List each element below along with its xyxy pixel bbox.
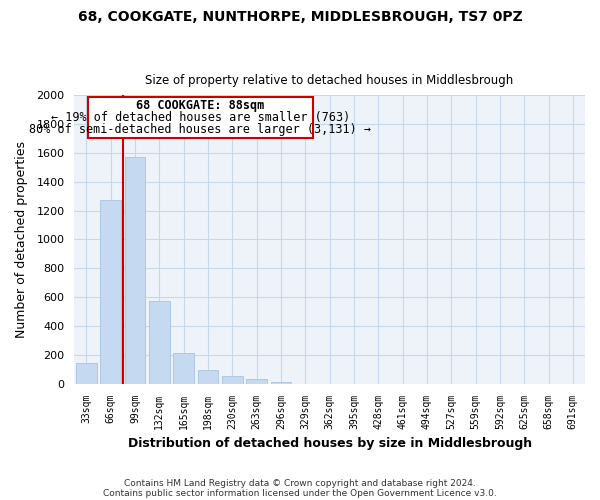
Bar (149, 300, 170, 384)
X-axis label: Distribution of detached houses by size in Middlesbrough: Distribution of detached houses by size … (128, 437, 532, 450)
Text: Contains HM Land Registry data © Crown copyright and database right 2024.: Contains HM Land Registry data © Crown c… (124, 478, 476, 488)
Text: ← 19% of detached houses are smaller (763): ← 19% of detached houses are smaller (76… (51, 111, 350, 124)
Bar (271, 382, 291, 384)
Bar (100, 200, 121, 384)
Bar (76, 364, 97, 384)
Bar (197, 370, 218, 384)
Text: 68, COOKGATE, NUNTHORPE, MIDDLESBROUGH, TS7 0PZ: 68, COOKGATE, NUNTHORPE, MIDDLESBROUGH, … (77, 10, 523, 24)
FancyBboxPatch shape (88, 96, 313, 138)
Text: Contains public sector information licensed under the Open Government Licence v3: Contains public sector information licen… (103, 488, 497, 498)
Title: Size of property relative to detached houses in Middlesbrough: Size of property relative to detached ho… (145, 74, 514, 87)
Bar (222, 376, 242, 384)
Bar (125, 157, 145, 384)
Text: 68 COOKGATE: 88sqm: 68 COOKGATE: 88sqm (136, 100, 265, 112)
Bar (246, 380, 267, 384)
Bar (173, 352, 194, 384)
Y-axis label: Number of detached properties: Number of detached properties (15, 141, 28, 338)
Text: 80% of semi-detached houses are larger (3,131) →: 80% of semi-detached houses are larger (… (29, 122, 371, 136)
